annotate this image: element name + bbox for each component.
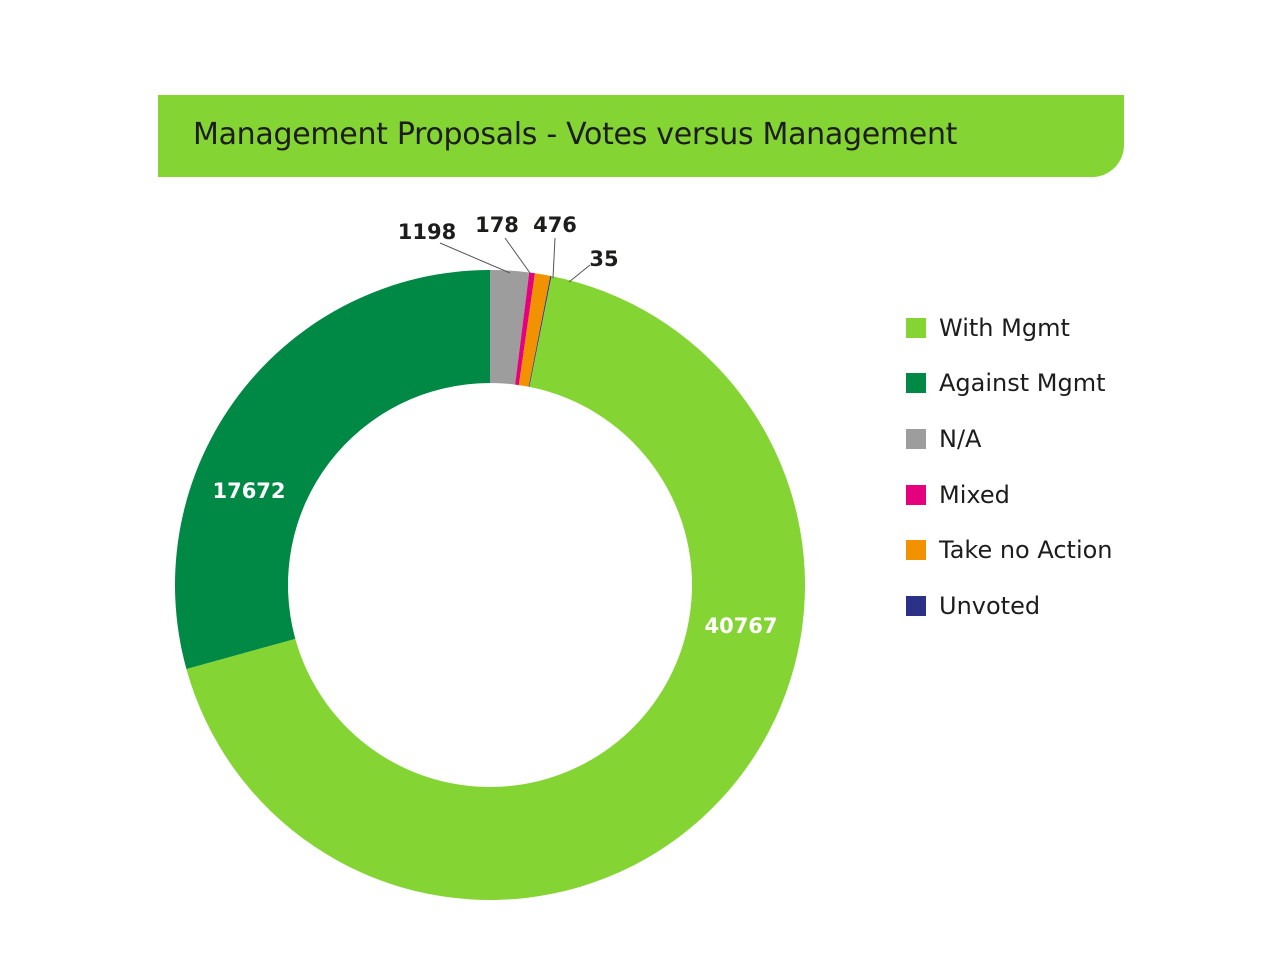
legend-label: With Mgmt bbox=[939, 313, 1070, 342]
slice-against-mgmt bbox=[174, 270, 490, 669]
leader-line bbox=[504, 237, 531, 274]
data-label: 476 bbox=[533, 213, 577, 237]
legend-swatch bbox=[906, 317, 926, 338]
chart-title: Management Proposals - Votes versus Mana… bbox=[193, 117, 958, 152]
legend-swatch bbox=[906, 428, 926, 449]
legend-label: Mixed bbox=[939, 480, 1010, 509]
leader-line bbox=[568, 264, 591, 283]
slice-n-a bbox=[490, 270, 530, 385]
legend-swatch bbox=[906, 595, 926, 616]
data-label: 178 bbox=[475, 213, 519, 237]
legend-label: N/A bbox=[939, 424, 982, 453]
legend-label: Unvoted bbox=[939, 591, 1041, 620]
legend-label: Against Mgmt bbox=[939, 369, 1106, 398]
slice-take-no-action bbox=[518, 273, 551, 387]
legend-swatch bbox=[906, 373, 926, 394]
legend-item-unvoted: Unvoted bbox=[906, 578, 1113, 634]
legend: With Mgmt Against Mgmt N/A Mixed Take no… bbox=[906, 300, 1113, 634]
data-label: 1198 bbox=[398, 220, 456, 244]
legend-item-take-no-action: Take no Action bbox=[906, 522, 1113, 578]
slice-mixed bbox=[515, 272, 535, 386]
legend-item-against-mgmt: Against Mgmt bbox=[906, 356, 1113, 412]
legend-swatch bbox=[906, 540, 926, 561]
legend-item-mixed: Mixed bbox=[906, 467, 1113, 523]
legend-item-with-mgmt: With Mgmt bbox=[906, 300, 1113, 356]
slice-unvoted bbox=[528, 275, 552, 387]
legend-label: Take no Action bbox=[939, 536, 1113, 565]
data-label: 35 bbox=[589, 247, 618, 271]
legend-swatch bbox=[906, 484, 926, 505]
leader-line bbox=[552, 237, 556, 279]
leader-line bbox=[439, 242, 511, 274]
slice-with-mgmt bbox=[186, 276, 806, 901]
title-banner: Management Proposals - Votes versus Mana… bbox=[158, 95, 1124, 177]
data-label: 40767 bbox=[704, 614, 777, 638]
legend-item-na: N/A bbox=[906, 411, 1113, 467]
data-label: 17672 bbox=[212, 479, 285, 503]
